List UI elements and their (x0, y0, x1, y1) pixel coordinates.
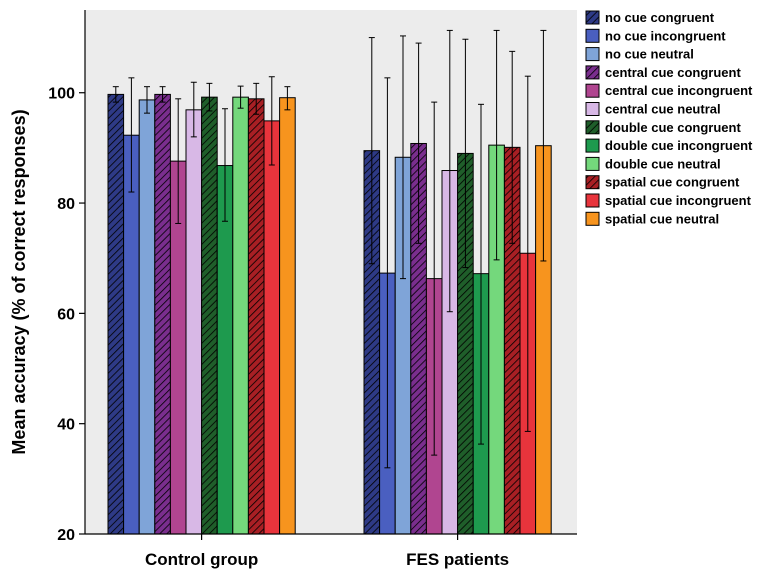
error-bar-double-cue-congruent-0 (206, 82, 213, 112)
legend-label: no cue incongruent (605, 28, 726, 43)
error-bar-spatial-cue-neutral-0 (284, 86, 291, 111)
bar-double-cue-congruent-0 (201, 96, 218, 535)
error-bar-central-cue-incongruent-0 (175, 98, 182, 224)
error-bar-spatial-cue-congruent-1 (509, 50, 516, 244)
legend-item-central-cue-incongruent: central cue incongruent (585, 83, 753, 98)
x-tick-label: FES patients (406, 550, 509, 569)
legend-label: spatial cue incongruent (605, 193, 752, 208)
legend-label: spatial cue congruent (605, 175, 740, 190)
plot-area: Control group FES patients 20 40 60 80 100 (48, 10, 577, 569)
y-tick-label: 20 (57, 527, 75, 544)
error-bar-central-cue-incongruent-1 (431, 101, 438, 456)
legend-item-central-cue-neutral: central cue neutral (585, 102, 721, 117)
legend-swatch (585, 83, 600, 98)
legend-label: double cue incongruent (605, 138, 753, 153)
error-bar-spatial-cue-neutral-1 (540, 29, 547, 262)
legend-label: no cue congruent (605, 10, 715, 25)
legend-swatch (585, 138, 600, 153)
legend-swatch (585, 102, 600, 116)
bar-spatial-cue-incongruent-0 (263, 120, 281, 535)
legend-swatch (585, 10, 600, 25)
error-bar-spatial-cue-congruent-0 (253, 82, 260, 115)
legend-label: central cue congruent (605, 65, 741, 80)
legend-label: double cue congruent (605, 120, 741, 135)
error-bar-no-cue-congruent-1 (368, 37, 375, 265)
error-bar-central-cue-neutral-1 (446, 29, 453, 313)
y-axis-title: Mean accuracy (% of correct responses) (9, 109, 29, 454)
error-bar-double-cue-neutral-0 (237, 85, 244, 109)
legend-swatch (585, 211, 600, 226)
bar-no-cue-incongruent-0 (123, 134, 140, 535)
error-bar-no-cue-incongruent-0 (128, 77, 135, 193)
error-bar-double-cue-neutral-1 (493, 29, 500, 261)
error-bar-double-cue-congruent-1 (462, 38, 469, 269)
bar-spatial-cue-neutral-0 (279, 97, 296, 535)
y-tick-label: 80 (57, 196, 75, 213)
error-bar-double-cue-incongruent-0 (222, 108, 228, 222)
bar-central-cue-neutral-0 (185, 109, 203, 535)
legend-swatch (585, 175, 600, 190)
error-bar-no-cue-neutral-0 (144, 86, 150, 114)
legend-item-double-cue-congruent: double cue congruent (585, 120, 741, 135)
axes: Mean accuracy (% of correct responses) (9, 10, 577, 535)
legend: no cue congruent no cue incongruent no cue… (585, 10, 753, 226)
error-bar-central-cue-congruent-1 (415, 42, 422, 244)
bar-double-cue-neutral-0 (232, 96, 249, 535)
legend-label: central cue incongruent (605, 83, 753, 98)
legend-item-spatial-cue-congruent: spatial cue congruent (585, 175, 740, 190)
error-bar-no-cue-neutral-1 (400, 35, 406, 280)
legend-item-no-cue-congruent: no cue congruent (585, 10, 715, 25)
legend-swatch (585, 47, 600, 62)
bar-spatial-cue-congruent-0 (247, 98, 265, 535)
legend-item-central-cue-congruent: central cue congruent (585, 65, 741, 80)
legend-item-spatial-cue-neutral: spatial cue neutral (585, 211, 719, 226)
legend-swatch (585, 120, 600, 135)
y-tick-label: 40 (57, 417, 75, 434)
error-bar-central-cue-congruent-0 (159, 86, 166, 103)
legend-item-no-cue-neutral: no cue neutral (585, 47, 694, 62)
legend-item-no-cue-incongruent: no cue incongruent (585, 28, 726, 43)
x-tick-label: Control group (145, 550, 258, 569)
error-bar-spatial-cue-incongruent-0 (268, 76, 275, 166)
legend-label: double cue neutral (605, 156, 721, 171)
error-bar-double-cue-incongruent-1 (478, 103, 484, 445)
bar-no-cue-neutral-0 (138, 99, 156, 535)
legend-item-double-cue-incongruent: double cue incongruent (585, 138, 753, 153)
legend-item-spatial-cue-incongruent: spatial cue incongruent (585, 193, 752, 208)
bar-no-cue-congruent-0 (107, 93, 125, 535)
legend-swatch (585, 28, 600, 43)
error-bar-spatial-cue-incongruent-1 (524, 75, 531, 432)
error-bar-no-cue-congruent-0 (112, 86, 119, 103)
legend-item-double-cue-neutral: double cue neutral (585, 156, 721, 171)
legend-label: central cue neutral (605, 102, 721, 117)
legend-swatch (585, 156, 600, 171)
bar-central-cue-congruent-0 (154, 93, 171, 535)
error-bar-no-cue-incongruent-1 (384, 77, 391, 469)
legend-label: spatial cue neutral (605, 211, 719, 226)
legend-label: no cue neutral (605, 47, 694, 62)
y-tick-label: 60 (57, 306, 75, 323)
y-tick-label: 100 (48, 86, 75, 103)
error-bar-central-cue-neutral-0 (190, 81, 197, 138)
legend-swatch (585, 65, 600, 80)
legend-swatch (585, 193, 600, 208)
